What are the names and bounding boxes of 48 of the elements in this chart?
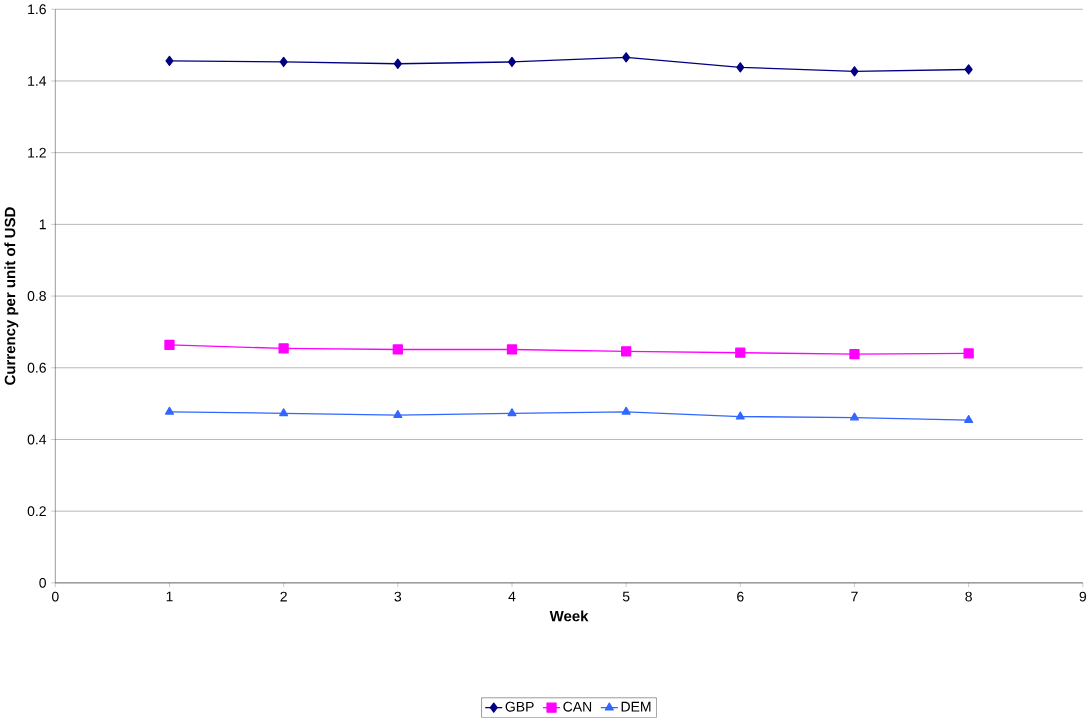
point <box>279 56 288 68</box>
point <box>506 344 518 355</box>
legend-label: GBP <box>505 701 534 712</box>
point <box>507 56 516 68</box>
y-tick-label: 0 <box>39 578 46 588</box>
x-tick-label: 9 <box>1079 591 1087 602</box>
x-tick-label: 5 <box>622 591 630 602</box>
y-tick-label: 1 <box>39 219 46 230</box>
point <box>507 408 517 417</box>
point <box>392 344 403 355</box>
y-axis-title: Currency per unit of USD <box>4 207 19 385</box>
y-tick-label: 0.2 <box>27 506 46 517</box>
point <box>164 406 175 415</box>
point <box>621 406 631 415</box>
point <box>735 347 746 359</box>
legend-label: CAN <box>563 701 592 712</box>
point <box>622 52 631 63</box>
point <box>278 343 289 354</box>
x-tick-label: 7 <box>851 591 858 602</box>
point <box>849 349 860 360</box>
y-tick-label: 1.4 <box>28 76 47 86</box>
y-tick-label: 0.8 <box>27 291 46 302</box>
x-tick-label: 3 <box>394 591 402 602</box>
point <box>964 415 974 424</box>
point <box>164 339 175 351</box>
x-tick-label: 2 <box>280 591 287 602</box>
point <box>393 58 402 70</box>
x-tick-label: 8 <box>965 591 972 602</box>
point <box>621 346 632 357</box>
point <box>964 64 973 75</box>
x-tick-label: 6 <box>737 591 744 602</box>
x-axis-title: Week <box>549 610 589 622</box>
point <box>165 55 174 67</box>
x-tick-label: 1 <box>166 591 173 602</box>
y-tick-label: 0.6 <box>27 362 46 373</box>
legend-label: DEM <box>621 702 651 712</box>
point <box>736 62 745 73</box>
y-tick-label: 1.6 <box>28 4 46 15</box>
point <box>279 408 289 417</box>
y-tick-label: 1.2 <box>28 147 46 158</box>
point <box>849 412 860 421</box>
x-tick-label: 4 <box>508 591 516 602</box>
point <box>735 411 745 420</box>
x-tick-label: 0 <box>51 591 59 602</box>
point <box>393 410 403 419</box>
point <box>963 348 974 359</box>
y-tick-label: 0.4 <box>27 434 47 445</box>
point <box>850 66 859 77</box>
